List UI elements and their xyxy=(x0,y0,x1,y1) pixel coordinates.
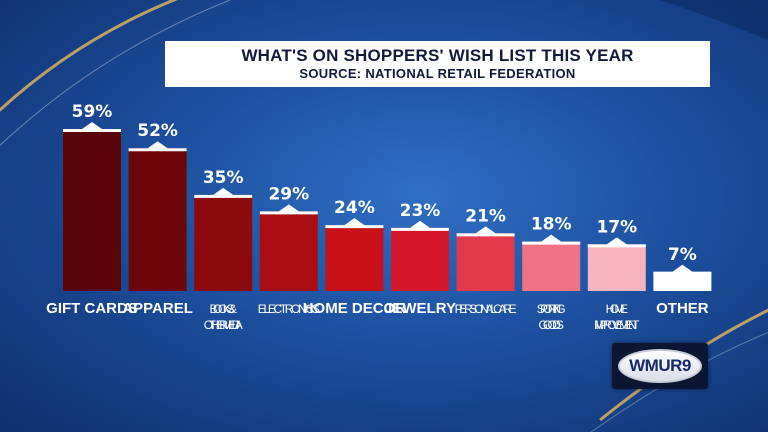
bar-top-marker xyxy=(63,122,121,132)
bar-top-marker xyxy=(391,220,449,231)
category-label-line: SPORTING xyxy=(537,302,566,316)
bar-top-marker xyxy=(325,218,384,229)
value-label: 24% xyxy=(334,198,375,218)
category-label-line: APPAREL xyxy=(122,300,193,317)
category-label-line: HOME xyxy=(606,302,628,316)
bar-group: 24% HOME DECOR xyxy=(303,198,407,317)
category-label-line: OTHER xyxy=(656,300,709,317)
category-label: OTHER xyxy=(656,300,709,317)
wmur-logo: WMUR9 xyxy=(612,343,708,389)
bar-group: 52% APPAREL xyxy=(122,121,193,317)
bar xyxy=(522,241,581,291)
bar-group: 23% JEWELRY xyxy=(384,201,456,317)
bar-top-marker xyxy=(259,204,318,215)
value-label: 17% xyxy=(596,217,637,237)
bar-group: 18% SPORTING GOODS xyxy=(522,215,581,332)
category-label: APPAREL xyxy=(122,300,193,317)
category-label: PERSONAL CARE xyxy=(455,302,517,316)
bar-top-marker xyxy=(456,226,515,237)
category-label-line: ELECTRONICS xyxy=(258,302,320,316)
bar xyxy=(128,148,187,291)
bar-top-marker xyxy=(653,264,712,275)
category-label-line: JEWELRY xyxy=(384,300,456,317)
bar-group: 29% ELECTRONICS xyxy=(258,184,320,316)
value-label: 52% xyxy=(137,121,178,141)
chart-title: WHAT'S ON SHOPPERS' WISH LIST THIS YEAR xyxy=(241,46,634,65)
category-label-line: IMPROVEMENT xyxy=(594,318,640,332)
bar-top-marker xyxy=(194,187,253,198)
bar-top-marker xyxy=(587,237,646,248)
value-label: 35% xyxy=(203,168,244,188)
chart-subtitle: SOURCE: NATIONAL RETAIL FEDERATION xyxy=(299,66,576,81)
category-label-line: GOODS xyxy=(538,318,564,332)
category-label: HOME IMPROVEMENT xyxy=(594,302,640,332)
bar-group: 35% BOOKS & OTHER MEDIA xyxy=(194,168,253,332)
wmur-logo-text: WMUR9 xyxy=(618,349,702,383)
category-label: SPORTING GOODS xyxy=(537,302,566,332)
category-label: JEWELRY xyxy=(384,300,456,317)
chart-title-box: WHAT'S ON SHOPPERS' WISH LIST THIS YEAR … xyxy=(165,41,710,87)
category-label-line: HOME DECOR xyxy=(303,300,407,317)
bar-group: 17% HOME IMPROVEMENT xyxy=(587,217,646,332)
category-label: BOOKS & OTHER MEDIA xyxy=(204,302,243,332)
value-label: 29% xyxy=(268,184,309,204)
value-label: 21% xyxy=(465,206,506,226)
value-label: 23% xyxy=(400,201,441,221)
category-label-line: OTHER MEDIA xyxy=(204,318,243,332)
category-label-line: BOOKS & xyxy=(209,302,236,316)
bar-group: 21% PERSONAL CARE xyxy=(455,206,517,316)
bar-group: 7% OTHER xyxy=(653,245,712,317)
category-label-line: GIFT CARDS xyxy=(46,300,138,317)
bar xyxy=(653,271,712,291)
bar xyxy=(391,227,449,291)
bar-top-marker xyxy=(128,141,187,152)
bar-group: 59% GIFT CARDS xyxy=(46,102,138,317)
value-label: 7% xyxy=(668,245,697,265)
bar-top-marker xyxy=(522,234,581,245)
bar xyxy=(587,244,646,291)
category-label: HOME DECOR xyxy=(303,300,407,317)
category-label: ELECTRONICS xyxy=(258,302,320,316)
bar xyxy=(259,211,318,291)
value-label: 18% xyxy=(531,215,572,235)
category-label: GIFT CARDS xyxy=(46,300,138,317)
bar xyxy=(194,194,253,291)
bar xyxy=(63,129,121,291)
value-label: 59% xyxy=(72,102,113,122)
category-label-line: PERSONAL CARE xyxy=(455,302,517,316)
bar xyxy=(325,225,384,291)
bar xyxy=(456,233,515,291)
